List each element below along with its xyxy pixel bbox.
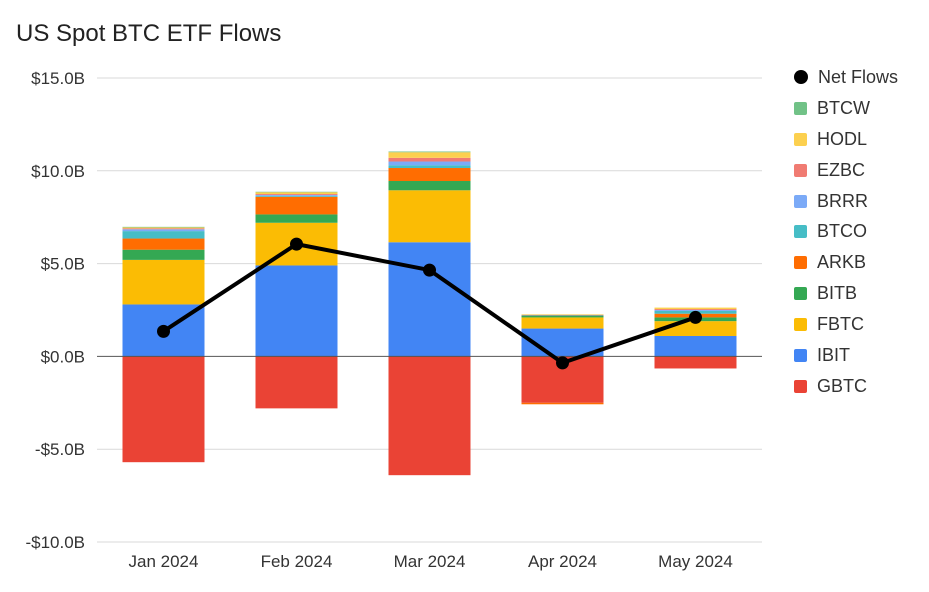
legend-label: BITB <box>817 283 858 304</box>
net-flows-point <box>423 263 436 277</box>
bar-btco <box>388 165 471 169</box>
legend-item-ezbc: EZBC <box>794 155 898 186</box>
bar-bitb <box>122 249 205 260</box>
bar-arkb <box>122 238 205 250</box>
legend-item-btcw: BTCW <box>794 93 898 124</box>
bar-fbtc <box>521 317 604 329</box>
y-tick-label: $15.0B <box>31 69 85 88</box>
bar-brrr <box>122 229 205 232</box>
x-tick-label: Mar 2024 <box>394 552 466 571</box>
bar-ezbc <box>122 228 205 230</box>
bar-gbtc <box>388 356 471 476</box>
bar-arkb <box>255 196 338 215</box>
x-tick-label: May 2024 <box>658 552 733 571</box>
legend-label: ARKB <box>817 252 867 273</box>
bar-btco <box>255 195 338 197</box>
bar-bitb <box>388 181 471 191</box>
legend-label: BTCW <box>817 97 870 118</box>
bar-hodl <box>654 307 737 310</box>
legend-swatch <box>794 225 807 239</box>
bar-ibit <box>654 335 737 357</box>
legend-swatch <box>794 379 807 393</box>
bar-gbtc <box>255 356 338 409</box>
bar-fbtc <box>122 259 205 305</box>
legend-label: EZBC <box>817 159 866 180</box>
bar-brrr <box>255 194 338 196</box>
legend-label: Net Flows <box>818 66 899 87</box>
bar-ibit <box>388 242 471 357</box>
legend-label: FBTC <box>817 314 864 335</box>
legend-swatch <box>794 348 807 362</box>
legend-label: IBIT <box>817 344 851 365</box>
bar-brrr <box>654 310 737 311</box>
bar-ibit <box>255 265 338 357</box>
legend-swatch <box>794 318 807 332</box>
bar-ezbc <box>255 194 338 195</box>
bar-btcw <box>388 151 471 153</box>
bar-gbtc <box>654 356 737 369</box>
legend-item-net-flows: Net Flows <box>794 62 898 93</box>
x-tick-label: Feb 2024 <box>261 552 333 571</box>
legend-label: BRRR <box>817 190 869 211</box>
net-flows-point <box>689 310 702 324</box>
bar-arkb <box>521 402 604 405</box>
y-tick-label: $0.0B <box>41 347 85 366</box>
bar-hodl <box>122 227 205 229</box>
y-tick-label: $5.0B <box>41 255 85 274</box>
chart-title: US Spot BTC ETF Flows <box>16 20 282 47</box>
legend-swatch <box>794 70 808 85</box>
legend-item-hodl: HODL <box>794 124 898 155</box>
legend-swatch <box>794 101 807 115</box>
net-flows-point <box>157 324 170 338</box>
bar-gbtc <box>122 356 205 463</box>
legend-label: GBTC <box>817 375 868 396</box>
bar-hodl <box>521 314 604 315</box>
legend-swatch <box>794 256 807 270</box>
net-flows-point <box>556 356 569 370</box>
bar-fbtc <box>388 190 471 243</box>
legend-item-gbtc: GBTC <box>794 371 898 402</box>
legend-item-ibit: IBIT <box>794 340 898 371</box>
bar-hodl <box>388 152 471 158</box>
legend-swatch <box>794 163 807 177</box>
legend-swatch <box>794 194 807 208</box>
legend-item-bitb: BITB <box>794 278 898 309</box>
legend-label: BTCO <box>817 221 868 242</box>
bar-ezbc <box>521 314 604 316</box>
bar-hodl <box>255 192 338 194</box>
bar-brrr <box>388 161 471 166</box>
chart-legend: Net Flows BTCW HODL EZBC BRRR BTCO ARKB BITB FBT… <box>794 62 898 402</box>
legend-item-brrr: BRRR <box>794 186 898 217</box>
bar-bitb <box>255 214 338 223</box>
y-tick-label: -$10.0B <box>25 533 85 552</box>
bar-ezbc <box>654 309 737 310</box>
legend-swatch <box>794 132 807 146</box>
bar-ezbc <box>388 157 471 162</box>
y-tick-label: $10.0B <box>31 162 85 181</box>
bar-bitb <box>521 315 604 318</box>
x-tick-label: Apr 2024 <box>528 552 597 571</box>
bar-btcw <box>122 226 205 228</box>
bar-arkb <box>388 168 471 182</box>
x-tick-label: Jan 2024 <box>129 552 199 571</box>
bar-btcw <box>255 191 338 193</box>
y-tick-label: -$5.0B <box>35 440 85 459</box>
legend-item-btco: BTCO <box>794 216 898 247</box>
net-flows-point <box>290 237 303 251</box>
legend-label: HODL <box>817 128 868 149</box>
legend-item-fbtc: FBTC <box>794 309 898 340</box>
legend-item-arkb: ARKB <box>794 247 898 278</box>
bar-btco <box>122 231 205 239</box>
legend-swatch <box>794 287 807 301</box>
